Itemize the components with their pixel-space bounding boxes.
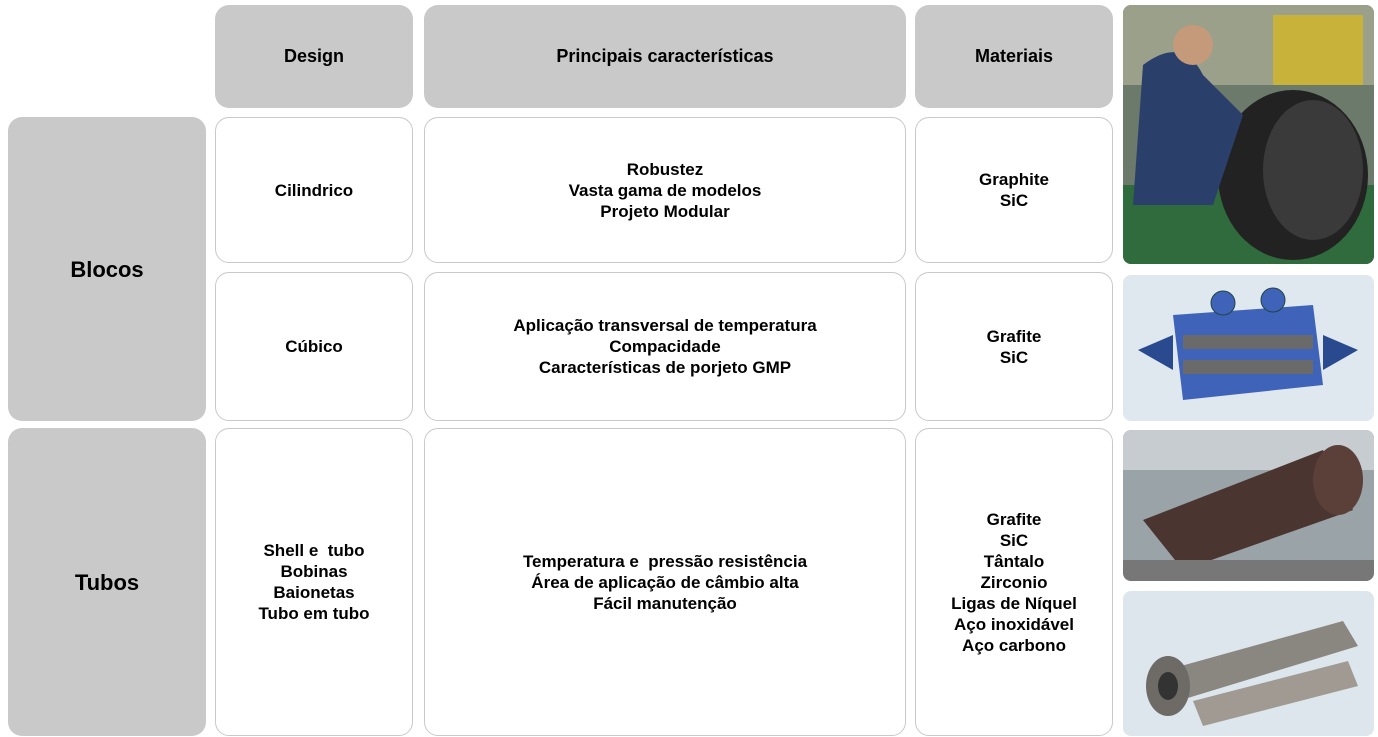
cell-text: Shell e tubo: [263, 541, 365, 560]
cell-text: Bobinas: [280, 562, 348, 581]
features-cell: Temperatura e pressão resistência Área de…: [424, 428, 906, 736]
group-label: Blocos: [8, 117, 206, 421]
cell-text: Grafite: [986, 509, 1042, 529]
cell-text: Zirconio: [980, 572, 1048, 592]
design-cell: Cilindrico: [215, 117, 413, 263]
cell-text: Ligas de Níquel: [951, 593, 1077, 613]
cell-text: SiC: [999, 191, 1029, 210]
cell-text: Blocos: [70, 256, 144, 282]
cell-text: Materiais: [974, 46, 1054, 66]
photo-shell-tube: [1123, 430, 1374, 581]
cell-text: Aplicação transversal de temperatura: [513, 316, 817, 335]
cell-text: SiC: [999, 530, 1029, 550]
cell-text: Tubos: [74, 569, 140, 595]
cell-text: Tântalo: [983, 551, 1045, 571]
cell-text: Compacidade: [609, 337, 721, 356]
materials-cell: Grafite SiC Tântalo Zirconio Ligas de Níquel…: [915, 428, 1113, 736]
cell-text: Fácil manutenção: [593, 593, 737, 613]
cell-text: Vasta gama de modelos: [568, 180, 762, 200]
materials-cell: Graphite SiC: [915, 117, 1113, 263]
cell-text: Projeto Modular: [600, 201, 730, 221]
cell-text: Baionetas: [273, 583, 355, 602]
cell-text: SiC: [999, 347, 1029, 367]
cell-text: Área de aplicação de câmbio alta: [531, 572, 799, 592]
photo-tube-in-tube: [1123, 591, 1374, 736]
cell-text: Temperatura e pressão resistência: [522, 551, 808, 571]
materials-cell: Grafite SiC: [915, 272, 1113, 421]
group-label: Tubos: [8, 428, 206, 736]
features-cell: Aplicação transversal de temperatura Comp…: [424, 272, 906, 421]
cell-text: Cilindrico: [274, 180, 354, 200]
photo-cubic-block: [1123, 275, 1374, 421]
cell-text: Cúbico: [285, 337, 343, 356]
cell-text: Tubo em tubo: [258, 604, 370, 623]
header-cell: Materiais: [915, 5, 1113, 108]
cell-text: Graphite: [979, 170, 1049, 189]
cell-text: Grafite: [986, 326, 1042, 346]
photo-operator: [1123, 5, 1374, 264]
design-cell: Shell e tubo Bobinas Baionetas Tubo em tubo: [215, 428, 413, 736]
cell-text: Aço carbono: [962, 635, 1066, 655]
header-cell: Design: [215, 5, 413, 108]
cell-text: Principais características: [556, 46, 774, 66]
header-cell: Principais características: [424, 5, 906, 108]
cell-text: Design: [283, 46, 344, 66]
features-cell: Robustez Vasta gama de modelos Projeto Mod…: [424, 117, 906, 263]
cell-text: Aço inoxidável: [954, 614, 1074, 634]
cell-text: Robustez: [626, 159, 704, 179]
design-cell: Cúbico: [215, 272, 413, 421]
cell-text: Características de porjeto GMP: [538, 358, 792, 377]
